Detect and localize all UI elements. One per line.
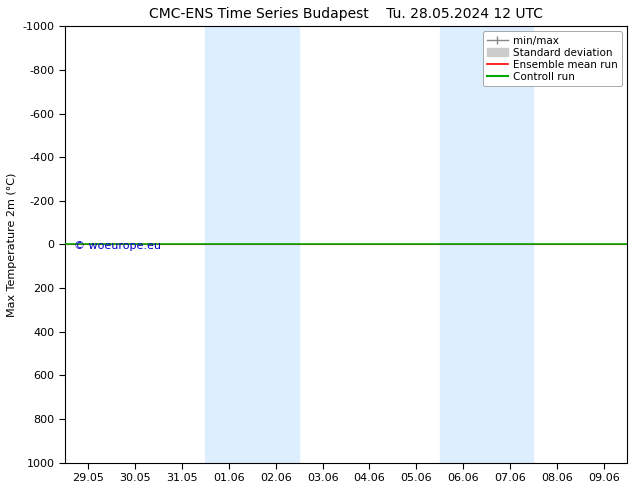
Title: CMC-ENS Time Series Budapest    Tu. 28.05.2024 12 UTC: CMC-ENS Time Series Budapest Tu. 28.05.2… — [149, 7, 543, 21]
Legend: min/max, Standard deviation, Ensemble mean run, Controll run: min/max, Standard deviation, Ensemble me… — [482, 31, 622, 86]
Text: © woeurope.eu: © woeurope.eu — [74, 241, 161, 251]
Bar — [439, 26, 533, 463]
Bar — [205, 26, 299, 463]
Y-axis label: Max Temperature 2m (°C): Max Temperature 2m (°C) — [7, 172, 17, 317]
